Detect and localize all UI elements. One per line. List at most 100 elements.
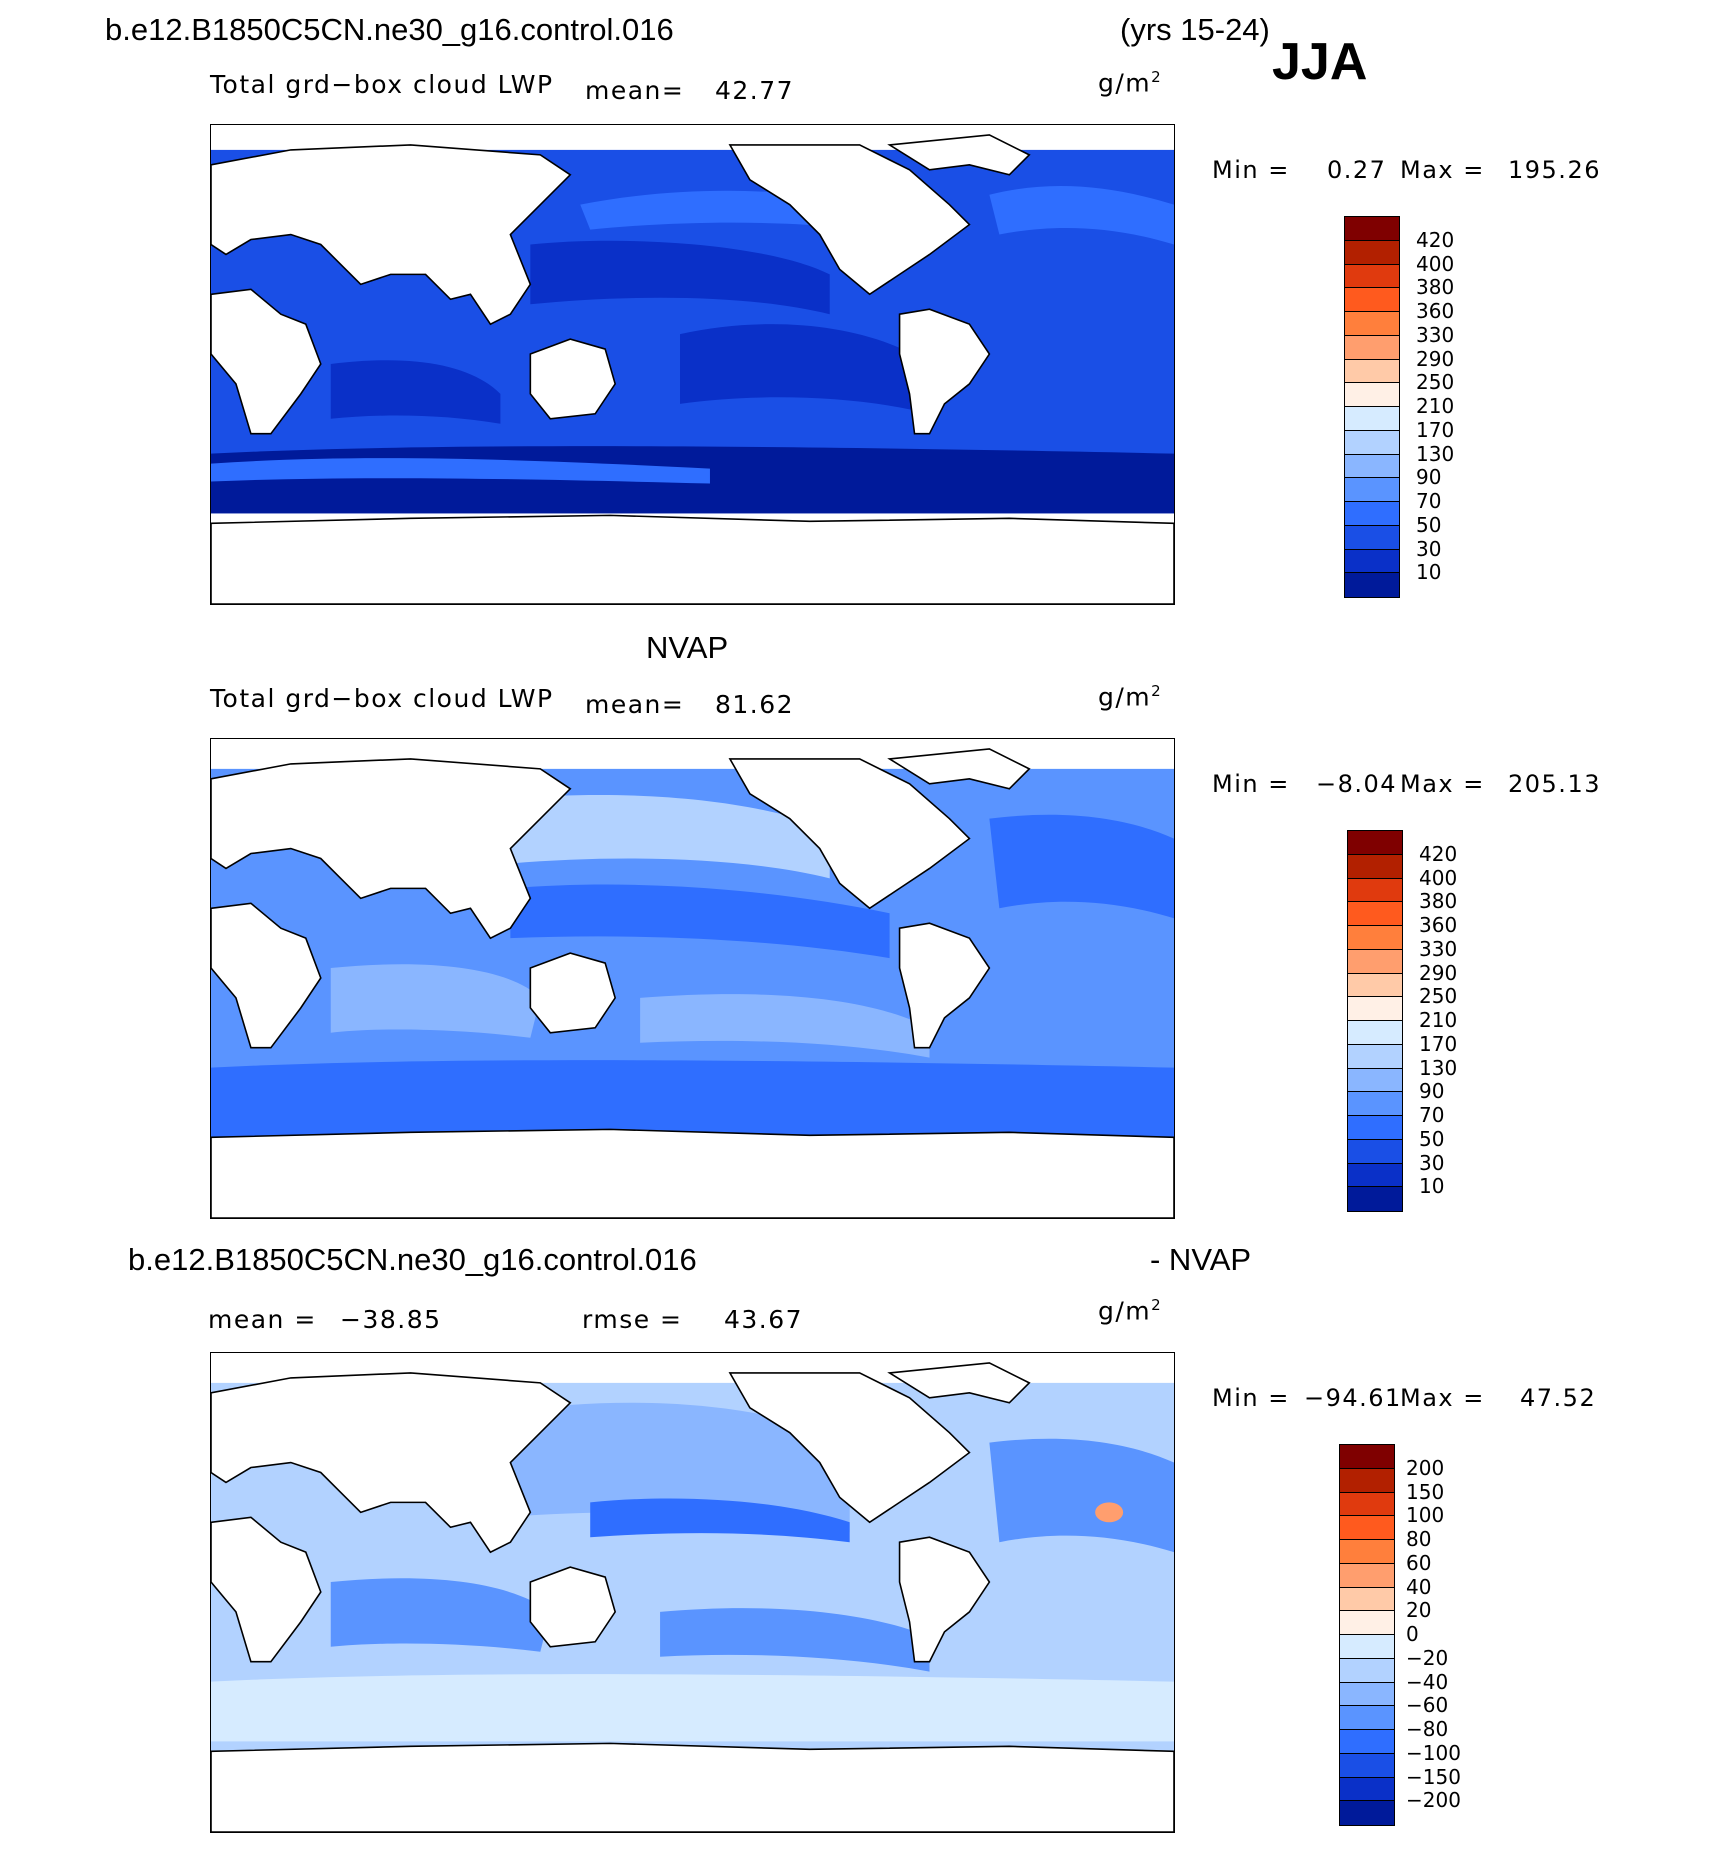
panel1-mean-value: 42.77 [715, 76, 795, 105]
contour-band [510, 884, 890, 959]
contour-band [989, 814, 1174, 919]
colorbar-level-label: 30 [1416, 536, 1442, 561]
continents [211, 748, 1174, 1218]
colorbar-level-label: 290 [1419, 960, 1458, 985]
colorbar-level-label: 200 [1406, 1455, 1445, 1480]
colorbar-segment [1345, 335, 1399, 360]
panel3-mean-label: mean = [208, 1305, 317, 1334]
colorbar-segment [1348, 878, 1402, 903]
panel1-colorbar [1344, 216, 1400, 598]
colorbar-segment [1348, 1187, 1402, 1211]
colorbar-level-label: 210 [1419, 1008, 1458, 1032]
colorbar-segment [1345, 264, 1399, 289]
colorbar-segment [1340, 1563, 1394, 1588]
colorbar-segment [1348, 997, 1402, 1021]
contour-band [330, 360, 501, 424]
colorbar-segment [1348, 949, 1402, 974]
colorbar-segment [1348, 926, 1402, 950]
colorbar-level-label: 420 [1419, 841, 1458, 866]
colorbar-level-label: 360 [1419, 913, 1458, 937]
panel1-max-label: Max = [1400, 156, 1485, 184]
colorbar-segment [1348, 1163, 1402, 1188]
colorbar-level-label: 70 [1419, 1103, 1445, 1127]
colorbar-level-label: 40 [1406, 1574, 1432, 1599]
colorbar-level-label: 150 [1406, 1479, 1445, 1504]
colorbar-segment [1345, 573, 1399, 597]
colorbar-level-label: 70 [1416, 489, 1442, 513]
contour-band [989, 1438, 1174, 1553]
contour-band [211, 1674, 1174, 1742]
contour-band [660, 1608, 930, 1672]
colorbar-level-label: −20 [1406, 1645, 1449, 1670]
panel3-max-value: 47.52 [1520, 1384, 1597, 1412]
colorbar-segment [1345, 549, 1399, 574]
panel1-min-label: Min = [1212, 156, 1290, 184]
colorbar-segment [1340, 1706, 1394, 1730]
years-label: (yrs 15-24) [1120, 12, 1270, 47]
panel2-min-value: −8.04 [1316, 770, 1398, 798]
panel2-map [210, 738, 1175, 1219]
colorbar-level-label: 290 [1416, 346, 1455, 371]
colorbar-segment [1348, 1092, 1402, 1116]
continents [211, 134, 1174, 604]
colorbar-segment [1340, 1682, 1394, 1707]
colorbar-level-label: 380 [1419, 889, 1458, 914]
colorbar-segment [1348, 1021, 1402, 1045]
contour-band [680, 324, 930, 414]
panel2-map-svg [211, 748, 1174, 1218]
colorbar-segment [1345, 478, 1399, 502]
panel3-units: g/m2 [1098, 1296, 1163, 1324]
colorbar-segment [1345, 525, 1399, 550]
colorbar-segment [1340, 1658, 1394, 1683]
colorbar-level-label: 400 [1419, 865, 1458, 890]
colorbar-segment [1340, 1730, 1394, 1754]
panel2-min-label: Min = [1212, 770, 1290, 798]
colorbar-level-label: 330 [1416, 322, 1455, 347]
colorbar-segment [1345, 312, 1399, 336]
contour-band [510, 795, 830, 879]
panel1-map-svg [211, 134, 1174, 604]
colorbar-level-label: 50 [1419, 1126, 1445, 1151]
colorbar-level-label: 10 [1419, 1174, 1445, 1199]
units-exp: 2 [1151, 1296, 1163, 1314]
colorbar-level-label: 250 [1416, 370, 1455, 395]
colorbar-segment [1340, 1445, 1394, 1469]
colorbar-segment [1348, 854, 1402, 879]
colorbar-segment [1345, 240, 1399, 265]
colorbar-segment [1340, 1468, 1394, 1493]
colorbar-segment [1345, 502, 1399, 526]
colorbar-segment [1348, 1044, 1402, 1069]
colorbar-segment [1345, 430, 1399, 455]
colorbar-level-label: 0 [1406, 1622, 1419, 1646]
colorbar-segment [1340, 1587, 1394, 1612]
contour-band [590, 1498, 850, 1543]
panel2-subtitle: NVAP [646, 630, 729, 665]
season-label: JJA [1272, 33, 1368, 91]
contour-band [640, 994, 930, 1058]
colorbar-segment [1340, 1635, 1394, 1659]
colorbar-segment [1348, 973, 1402, 998]
panel2-max-label: Max = [1400, 770, 1485, 798]
colorbar-segment [1345, 454, 1399, 479]
panel3-min-label: Min = [1212, 1384, 1290, 1412]
panel3-subtitle-right: - NVAP [1150, 1242, 1252, 1277]
panel2-units: g/m2 [1098, 682, 1162, 712]
colorbar-level-label: 380 [1416, 275, 1455, 300]
panel2-variable: Total grd−box cloud LWP [210, 684, 554, 713]
colorbar-segment [1348, 831, 1402, 855]
colorbar-level-label: 330 [1419, 936, 1458, 961]
colorbar-level-label: 170 [1419, 1031, 1458, 1056]
panel2-max-value: 205.13 [1508, 770, 1601, 798]
colorbar-segment [1340, 1611, 1394, 1635]
panel3-rmse-value: 43.67 [724, 1305, 804, 1334]
panel3-map-svg [211, 1362, 1174, 1832]
panel1-map [210, 124, 1175, 605]
contour-band [211, 458, 710, 484]
panel2-mean-value: 81.62 [715, 690, 795, 719]
colorbar-level-label: 50 [1416, 512, 1442, 537]
units-base: g/m [1098, 682, 1152, 712]
contour-band [989, 186, 1174, 245]
colorbar-level-label: 90 [1416, 465, 1442, 490]
panel3-rmse-label: rmse = [582, 1305, 683, 1334]
colorbar-level-label: 30 [1419, 1150, 1445, 1175]
